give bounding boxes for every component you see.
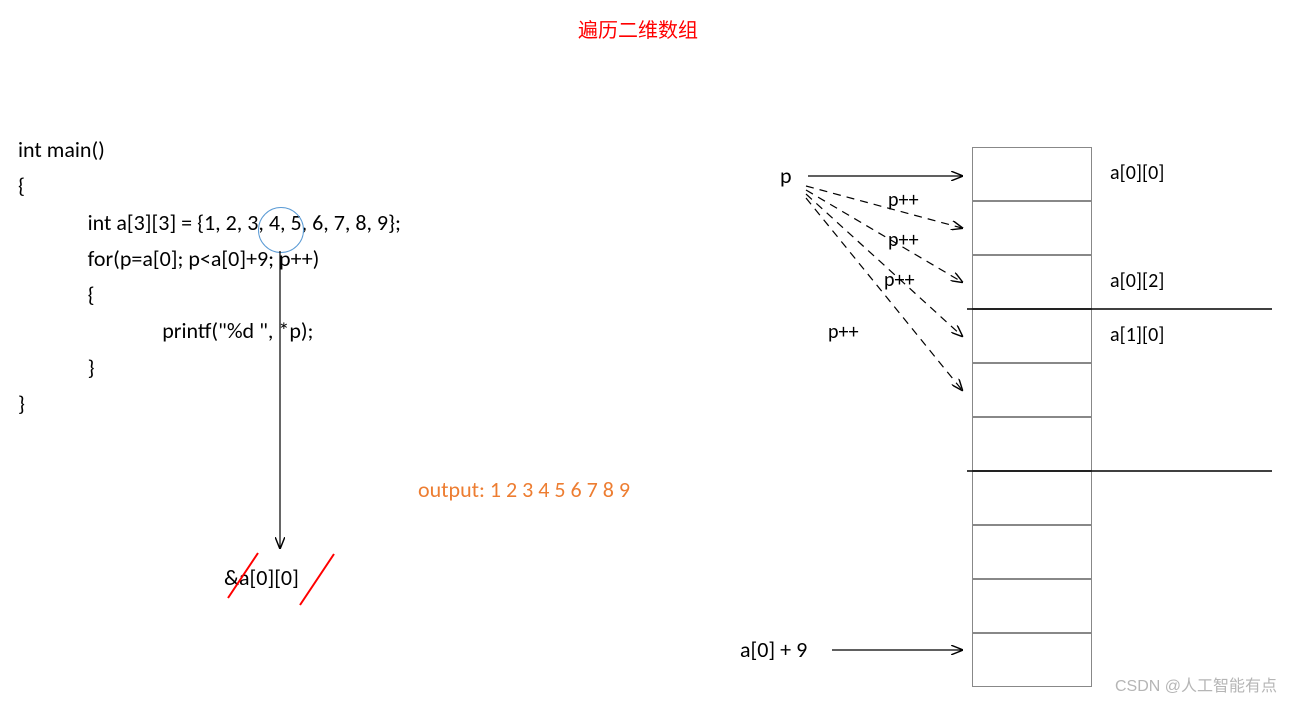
memory-cell	[972, 309, 1092, 363]
memory-cell	[972, 417, 1092, 471]
svg-text:p++: p++	[828, 320, 859, 344]
svg-text:p++: p++	[884, 268, 915, 292]
svg-text:p++: p++	[888, 228, 919, 252]
memory-cell	[972, 525, 1092, 579]
output-text: output: 1 2 3 4 5 6 7 8 9	[418, 476, 630, 503]
memory-cell	[972, 255, 1092, 309]
svg-text:p++: p++	[888, 188, 919, 212]
highlight-circle	[258, 207, 304, 253]
memory-cell	[972, 147, 1092, 201]
code-block: int main() { int a[3][3] = {1, 2, 3, 4, …	[18, 132, 401, 422]
memory-cell	[972, 363, 1092, 417]
pointer-label: p	[780, 162, 792, 189]
address-label: &a[0][0]	[224, 564, 299, 591]
memory-cell-label: a[0][0]	[1110, 161, 1164, 185]
memory-cell	[972, 579, 1092, 633]
page-title: 遍历二维数组	[578, 14, 698, 43]
end-pointer-label: a[0] + 9	[740, 636, 807, 663]
memory-cell-label: a[1][0]	[1110, 323, 1164, 347]
memory-cell-label: a[0][2]	[1110, 269, 1164, 293]
memory-cell	[972, 633, 1092, 687]
watermark: CSDN @人工智能有点	[1115, 672, 1277, 696]
memory-cell	[972, 471, 1092, 525]
memory-cell	[972, 201, 1092, 255]
